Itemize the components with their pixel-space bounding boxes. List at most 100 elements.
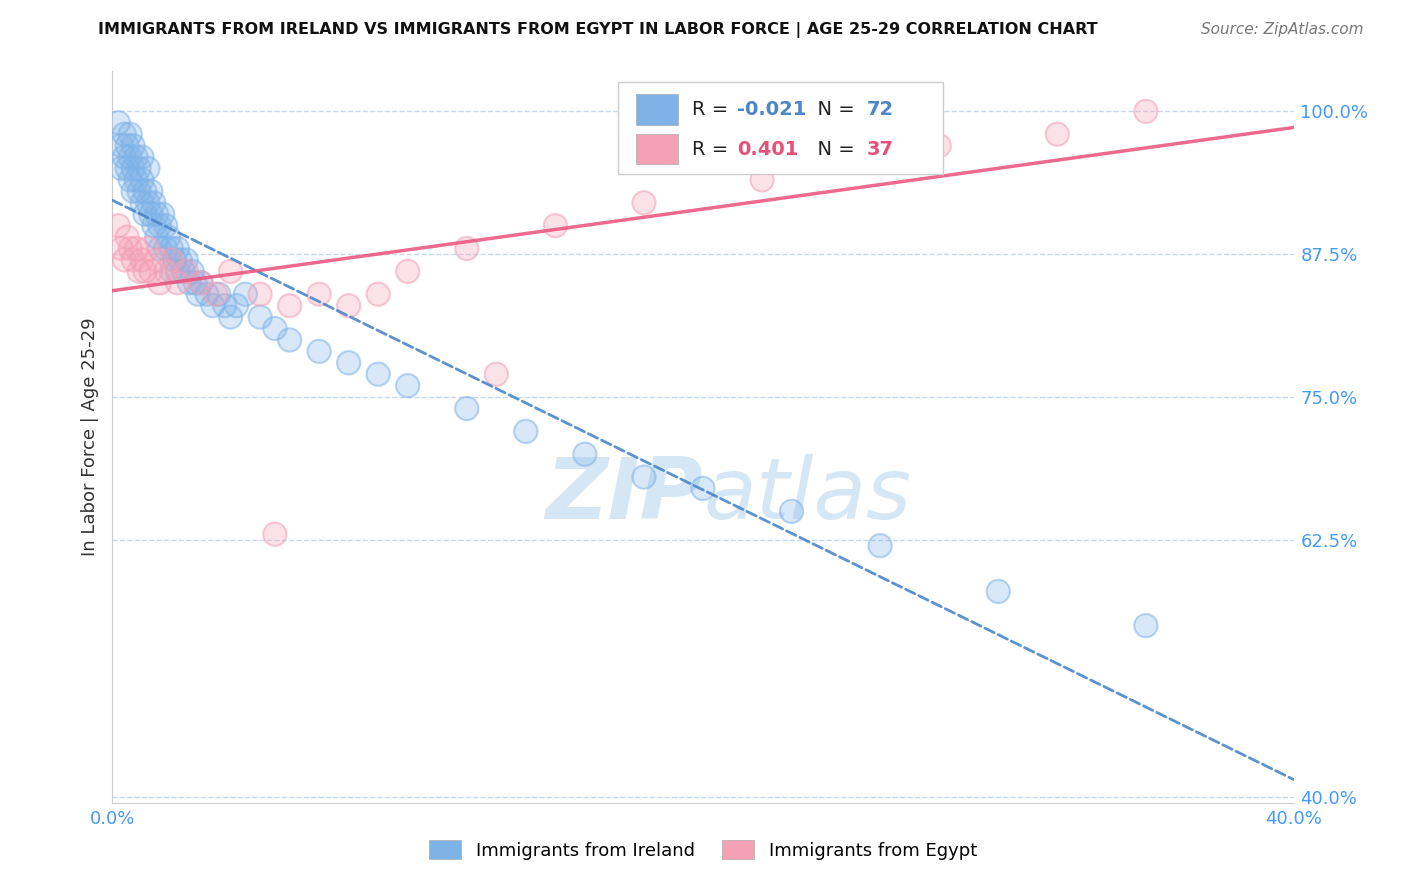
Point <box>149 219 172 233</box>
Point <box>574 447 596 461</box>
Point <box>1135 104 1157 119</box>
Point <box>117 161 138 176</box>
Legend: Immigrants from Ireland, Immigrants from Egypt: Immigrants from Ireland, Immigrants from… <box>422 833 984 867</box>
Point <box>142 195 165 210</box>
Point <box>120 127 142 141</box>
Point <box>128 185 150 199</box>
Point <box>122 161 145 176</box>
Point <box>780 504 803 518</box>
Point <box>869 539 891 553</box>
Point <box>308 344 330 359</box>
Point <box>131 150 153 164</box>
Point <box>107 116 129 130</box>
Point <box>134 207 156 221</box>
Point <box>136 242 159 256</box>
Point <box>249 287 271 301</box>
Text: 0.401: 0.401 <box>737 139 799 159</box>
Point <box>233 287 256 301</box>
Point <box>308 344 330 359</box>
Point <box>120 150 142 164</box>
Point <box>195 287 218 301</box>
Point <box>112 127 135 141</box>
Point <box>174 252 197 267</box>
Point <box>337 299 360 313</box>
Point <box>155 219 177 233</box>
Point <box>278 299 301 313</box>
Point <box>172 264 194 278</box>
Point <box>249 287 271 301</box>
Point <box>131 252 153 267</box>
Point <box>278 299 301 313</box>
Text: N =: N = <box>804 100 860 119</box>
Point <box>163 252 186 267</box>
Point <box>155 219 177 233</box>
Point <box>146 230 169 244</box>
Point <box>134 185 156 199</box>
Point <box>396 378 419 392</box>
Point <box>1135 618 1157 632</box>
Point <box>190 276 212 290</box>
Point <box>131 173 153 187</box>
Point <box>146 207 169 221</box>
Point <box>308 287 330 301</box>
Point <box>160 252 183 267</box>
Point <box>249 310 271 324</box>
Point <box>869 539 891 553</box>
Point <box>128 161 150 176</box>
Point <box>139 264 162 278</box>
Point <box>249 310 271 324</box>
Point <box>122 138 145 153</box>
Point <box>456 401 478 416</box>
Point <box>544 219 567 233</box>
Point <box>128 161 150 176</box>
Point <box>155 264 177 278</box>
Point <box>155 242 177 256</box>
Point <box>456 242 478 256</box>
Point <box>179 276 201 290</box>
Point <box>367 287 389 301</box>
Point <box>117 230 138 244</box>
Text: 72: 72 <box>868 100 894 119</box>
Point <box>187 287 209 301</box>
Point <box>166 242 188 256</box>
Point <box>128 185 150 199</box>
Point <box>278 333 301 347</box>
Point <box>184 276 207 290</box>
Point <box>120 242 142 256</box>
Point <box>122 161 145 176</box>
Point <box>233 287 256 301</box>
Point <box>117 161 138 176</box>
Point <box>146 230 169 244</box>
Point <box>131 150 153 164</box>
Point <box>139 264 162 278</box>
Point <box>166 276 188 290</box>
Point <box>117 138 138 153</box>
Point <box>264 321 287 335</box>
Point <box>190 276 212 290</box>
Point <box>136 242 159 256</box>
Point <box>122 185 145 199</box>
Point <box>136 195 159 210</box>
Point <box>179 276 201 290</box>
Point <box>131 252 153 267</box>
Point <box>131 195 153 210</box>
Point <box>120 173 142 187</box>
Point <box>633 470 655 484</box>
Point <box>134 264 156 278</box>
Point <box>142 195 165 210</box>
Point <box>117 138 138 153</box>
Point <box>456 401 478 416</box>
Point <box>181 264 204 278</box>
Point <box>1046 127 1069 141</box>
Point <box>208 287 231 301</box>
Point <box>751 173 773 187</box>
Point <box>163 252 186 267</box>
Point <box>1046 127 1069 141</box>
Point <box>139 207 162 221</box>
Point <box>134 264 156 278</box>
Point <box>928 138 950 153</box>
Point <box>174 252 197 267</box>
Text: IMMIGRANTS FROM IRELAND VS IMMIGRANTS FROM EGYPT IN LABOR FORCE | AGE 25-29 CORR: IMMIGRANTS FROM IRELAND VS IMMIGRANTS FR… <box>98 22 1098 38</box>
Point <box>839 150 862 164</box>
Point <box>149 276 172 290</box>
